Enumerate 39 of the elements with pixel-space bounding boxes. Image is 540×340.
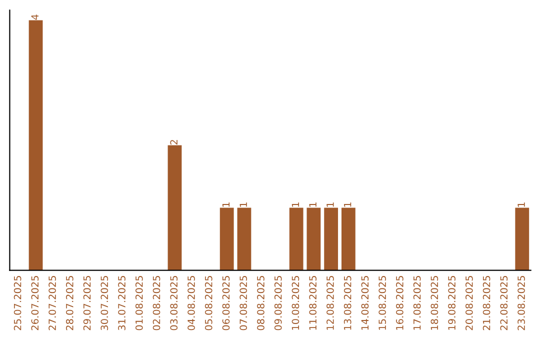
x-tick-label: 25.07.2025 <box>14 276 22 330</box>
x-tick-label: 19.08.2025 <box>448 276 456 330</box>
x-tick-label: 04.08.2025 <box>188 276 195 330</box>
x-tick-label: 29.07.2025 <box>83 276 91 330</box>
data-label: 1 <box>344 202 352 207</box>
x-tick-label: 03.08.2025 <box>170 276 178 330</box>
x-tick-label: 06.08.2025 <box>222 276 230 330</box>
x-tick-label: 01.08.2025 <box>135 276 143 330</box>
data-label: 1 <box>309 202 316 207</box>
x-tick-label: 31.07.2025 <box>118 276 126 330</box>
x-tick-label: 28.07.2025 <box>66 276 74 330</box>
x-tick-label: 13.08.2025 <box>344 276 352 330</box>
x-tick-label: 07.08.2025 <box>240 276 248 330</box>
data-label: 2 <box>170 140 178 145</box>
x-tick-label: 02.08.2025 <box>152 276 160 330</box>
x-tick-label: 09.08.2025 <box>274 276 282 330</box>
data-label: 1 <box>292 202 300 207</box>
data-label: 4 <box>31 14 38 20</box>
data-label: 1 <box>326 202 334 207</box>
x-tick-label: 14.08.2025 <box>361 276 369 330</box>
data-label: 1 <box>222 202 230 207</box>
x-tick-label: 18.08.2025 <box>430 276 438 330</box>
x-tick-label: 23.08.2025 <box>518 276 525 330</box>
x-tick-label: 26.07.2025 <box>31 276 39 330</box>
x-tick-label: 05.08.2025 <box>204 276 212 330</box>
x-tick-label: 30.07.2025 <box>100 276 108 330</box>
data-label: 1 <box>240 202 247 207</box>
x-tick-label: 21.08.2025 <box>482 276 490 330</box>
x-tick-label: 16.08.2025 <box>396 276 404 330</box>
x-tick-label: 22.08.2025 <box>500 276 508 330</box>
x-tick-label: 12.08.2025 <box>326 276 334 330</box>
data-label: 1 <box>518 202 525 207</box>
x-tick-label: 10.08.2025 <box>292 276 300 330</box>
x-tick-label: 11.08.2025 <box>309 276 317 330</box>
x-tick-label: 15.08.2025 <box>378 276 386 330</box>
x-tick-label: 27.07.2025 <box>48 276 56 330</box>
x-tick-label: 20.08.2025 <box>465 276 473 330</box>
x-tick-label: 08.08.2025 <box>257 276 264 330</box>
x-tick-label: 17.08.2025 <box>413 276 421 330</box>
